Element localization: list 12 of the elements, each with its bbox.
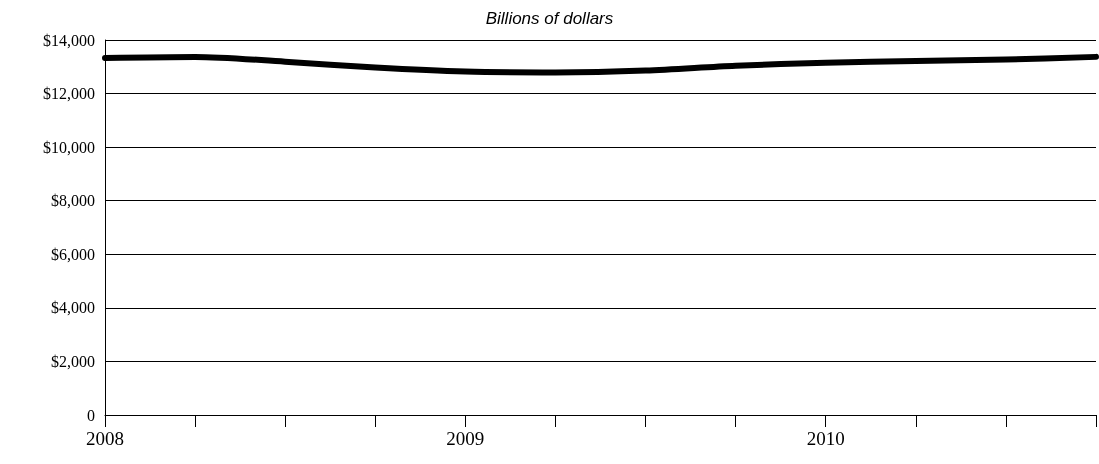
x-tick-label: 2010 bbox=[806, 428, 845, 449]
y-tick-label: $10,000 bbox=[43, 138, 95, 156]
y-tick-label: $8,000 bbox=[51, 192, 95, 210]
x-tick-label: 2008 bbox=[86, 428, 124, 449]
x-tick-label: 2009 bbox=[446, 428, 485, 449]
y-tick-label: $4,000 bbox=[51, 299, 95, 317]
y-tick-label: $12,000 bbox=[43, 85, 95, 103]
chart-title: Billions of dollars bbox=[485, 9, 614, 28]
y-tick-label: $6,000 bbox=[51, 245, 95, 263]
y-tick-label: 0 bbox=[87, 406, 95, 424]
y-tick-label: $2,000 bbox=[51, 352, 95, 370]
y-tick-label: $14,000 bbox=[43, 31, 95, 49]
